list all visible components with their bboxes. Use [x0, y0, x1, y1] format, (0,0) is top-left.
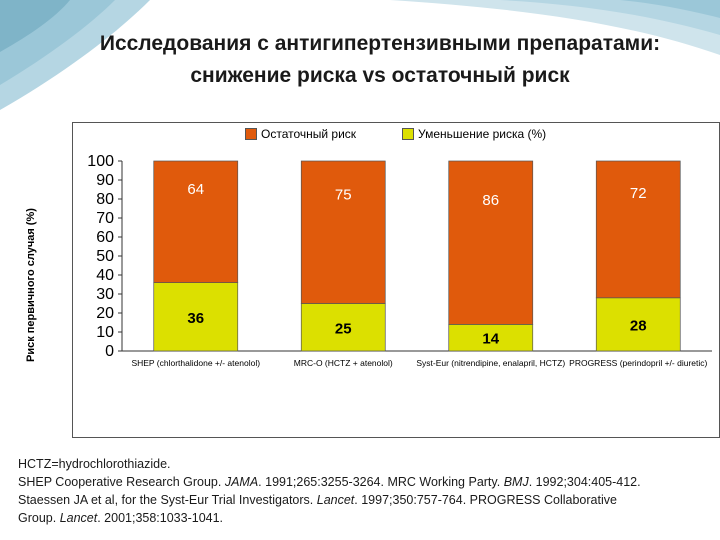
x-category-label: SHEP (chlorthalidone +/- atenolol)	[131, 358, 260, 368]
footnote-line4: Group. Lancet. 2001;358:1033-1041.	[18, 511, 224, 525]
bar-residual	[595, 160, 681, 299]
legend-item-reduction: Уменьшение риска (%)	[402, 127, 546, 141]
data-label-residual: 64	[187, 181, 204, 198]
legend-swatch-reduction	[402, 128, 415, 140]
y-tick-label: 0	[105, 343, 114, 360]
slide-title-line2: снижение риска vs остаточный риск	[190, 64, 570, 87]
y-tick-label: 20	[96, 305, 114, 322]
x-category-label: PROGRESS (perindopril +/- diuretic)	[569, 358, 707, 368]
footnote-line3: Staessen JA et al, for the Syst-Eur Tria…	[18, 493, 617, 507]
footnote: HCTZ=hydrochlorothiazide. SHEP Cooperati…	[18, 455, 718, 527]
footnote-line2: SHEP Cooperative Research Group. JAMA. 1…	[18, 475, 641, 489]
data-label-residual: 75	[335, 186, 352, 203]
legend-label-reduction: Уменьшение риска (%)	[418, 127, 547, 141]
bar-residual	[300, 160, 386, 304]
data-label-reduction: 25	[335, 320, 352, 337]
corner-decoration-right	[390, 0, 720, 55]
bar-residual	[153, 160, 239, 283]
bar-residual	[448, 160, 534, 325]
data-label-reduction: 14	[482, 331, 499, 348]
bar-reduction	[153, 282, 239, 352]
x-category-label: MRC-O (HCTZ + atenolol)	[294, 358, 393, 368]
y-tick-label: 100	[87, 153, 114, 170]
y-tick-label: 30	[96, 286, 114, 303]
data-label-reduction: 36	[187, 310, 204, 327]
data-label-reduction: 28	[630, 317, 647, 334]
y-tick-label: 50	[96, 248, 114, 265]
y-tick-label: 10	[96, 324, 114, 341]
footnote-line1: HCTZ=hydrochlorothiazide.	[18, 457, 171, 471]
bar-reduction	[300, 303, 386, 352]
y-tick-label: 40	[96, 267, 114, 284]
data-label-residual: 86	[482, 192, 499, 209]
chart-legend: Остаточный риск Уменьшение риска (%)	[245, 127, 546, 141]
y-tick-label: 90	[96, 172, 114, 189]
y-tick-label: 60	[96, 229, 114, 246]
x-category-label: Syst-Eur (nitrendipine, enalapril, HCTZ)	[416, 358, 565, 368]
y-tick-label: 70	[96, 210, 114, 227]
corner-decoration-left	[0, 0, 150, 110]
slide-title: Исследования с антигипертензивными препа…	[40, 28, 720, 92]
legend-item-residual: Остаточный риск	[245, 127, 356, 141]
data-label-residual: 72	[630, 185, 647, 202]
legend-label-residual: Остаточный риск	[261, 127, 357, 141]
legend-swatch-residual	[245, 128, 257, 140]
slide-title-line1: Исследования с антигипертензивными препа…	[99, 32, 661, 55]
y-tick-label: 80	[96, 191, 114, 208]
